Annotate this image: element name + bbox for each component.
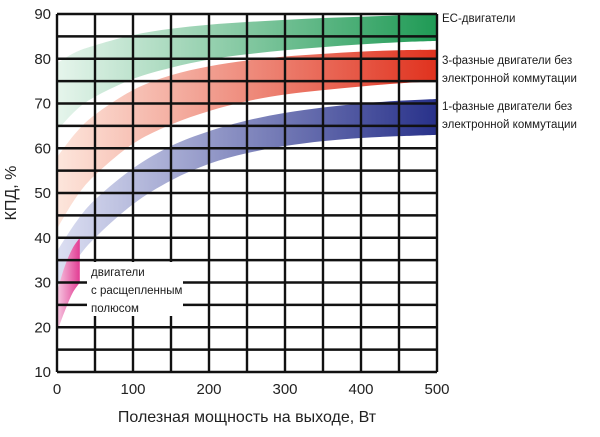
band-2 [57, 49, 437, 229]
x-tick-label: 100 [120, 381, 145, 398]
series-label-3: 1-фазные двигатели без электронной коммут… [442, 101, 577, 131]
y-tick-label: 10 [34, 364, 51, 381]
x-tick-label: 300 [272, 381, 297, 398]
y-tick-label: 30 [34, 275, 51, 292]
y-tick-label: 60 [34, 140, 51, 157]
series-label-line: двигатели [91, 267, 145, 279]
series-label-line: ЕС-двигатели [442, 13, 515, 25]
x-tick-label: 200 [196, 381, 221, 398]
y-tick-label: 80 [34, 51, 51, 68]
series-label-2: 3-фазные двигатели без электронной коммут… [442, 55, 577, 85]
tick-labels: 0 100 200 300 400 500 10 20 30 40 50 60 70 80 90 [34, 6, 449, 398]
series-label-line: электронной коммутации [442, 119, 577, 131]
x-tick-label: 0 [53, 381, 61, 398]
y-tick-label: 90 [34, 6, 51, 23]
series-label-line: 3-фазные двигатели без [442, 55, 572, 67]
y-tick-label: 20 [34, 319, 51, 336]
series-label-line: электронной коммутации [442, 73, 577, 85]
series-label-line: 1-фазные двигатели без [442, 101, 572, 113]
x-tick-label: 500 [424, 381, 449, 398]
series-label-4: двигатели с расщепленным полюсом [91, 267, 183, 315]
x-axis-title: Полезная мощность на выходе, Вт [118, 409, 377, 426]
y-axis-title: КПД, % [3, 166, 20, 221]
series-label-1: ЕС-двигатели [442, 13, 515, 25]
y-tick-label: 40 [34, 230, 51, 247]
band-labels: ЕС-двигатели 3-фазные двигатели без электр… [87, 13, 577, 316]
series-label-line: с расщепленным [91, 285, 183, 297]
y-tick-label: 50 [34, 185, 51, 202]
series-label-line: полюсом [91, 303, 139, 315]
label-backdrop [87, 262, 183, 316]
band-1 [57, 14, 437, 131]
grid-layer [55, 12, 439, 374]
x-tick-label: 400 [348, 381, 373, 398]
y-tick-label: 70 [34, 96, 51, 113]
